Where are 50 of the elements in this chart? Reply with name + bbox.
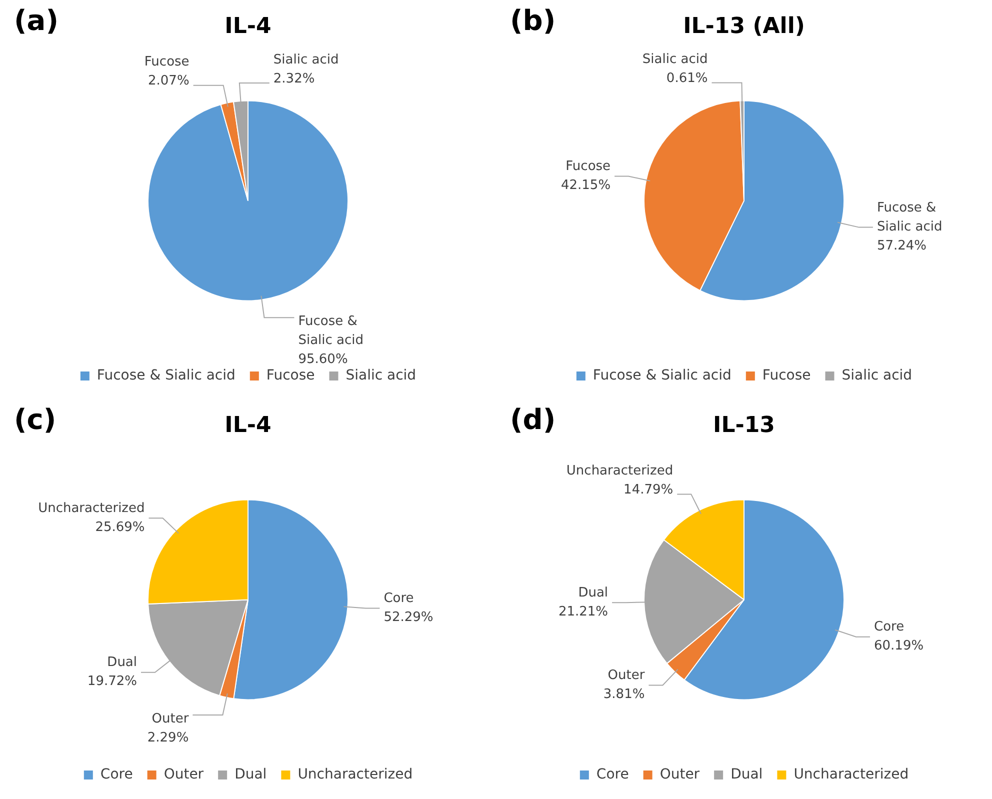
legend-label: Uncharacterized	[794, 766, 909, 783]
slice-label: Dual	[107, 655, 138, 670]
legend-label: Sialic acid	[842, 368, 912, 384]
data-label: 14.79%	[624, 482, 674, 498]
data-label: 2.32%	[273, 71, 315, 86]
chart-title: IL-4	[224, 412, 272, 438]
data-label: 25.69%	[95, 520, 145, 535]
data-label: 60.19%	[874, 638, 924, 654]
legend-label: Fucose & Sialic acid	[96, 368, 236, 384]
slice-label: Core	[384, 591, 414, 606]
legend-label: Sialic acid	[346, 368, 416, 384]
slice-label: Sialic acid	[642, 52, 708, 68]
legend-label: Fucose & Sialic acid	[592, 368, 732, 384]
legend-label: Core	[596, 766, 629, 783]
legend-label: Uncharacterized	[298, 766, 413, 783]
slice-label: Fucose & Sialic acid	[298, 314, 364, 348]
text: (d)	[510, 403, 556, 436]
slice-label: Uncharacterized	[38, 500, 145, 516]
data-label: 21.21%	[558, 604, 608, 620]
slice-label: Uncharacterized	[566, 464, 674, 479]
slice-label: Core	[874, 620, 904, 635]
data-label: 3.81%	[603, 687, 645, 702]
chart-title: IL-13 (All)	[683, 14, 805, 39]
slice-label: Sialic acid	[273, 52, 339, 68]
legend-label: Core	[100, 766, 133, 783]
text: (b)	[510, 4, 556, 37]
legend-label: Outer	[164, 766, 204, 783]
slice-label: Outer	[152, 711, 190, 726]
slice-label: Dual	[578, 586, 608, 601]
legend-label: Dual	[730, 766, 763, 783]
text: (c)	[14, 403, 56, 436]
text: (a)	[14, 4, 58, 37]
legend-label: Fucose	[266, 368, 315, 384]
slice-label: Fucose	[144, 54, 190, 70]
slice-label: Outer	[608, 668, 646, 684]
slice-label: Fucose & Sialic acid	[876, 200, 942, 235]
data-label: 19.72%	[87, 674, 138, 690]
data-label: 2.29%	[147, 730, 189, 746]
legend-label: Outer	[660, 766, 700, 783]
data-label: 0.61%	[666, 71, 708, 86]
legend-label: Fucose	[762, 368, 811, 384]
data-label: 52.29%	[384, 610, 434, 626]
chart-title: IL-13	[713, 412, 775, 438]
legend-label: Dual	[234, 766, 267, 783]
chart-title: IL-4	[224, 14, 272, 39]
data-label: 2.07%	[148, 74, 190, 89]
slice-label: Fucose	[566, 159, 611, 174]
data-label: 42.15%	[560, 178, 611, 194]
data-label: 57.24%	[876, 238, 927, 254]
data-label: 95.60%	[298, 352, 348, 367]
